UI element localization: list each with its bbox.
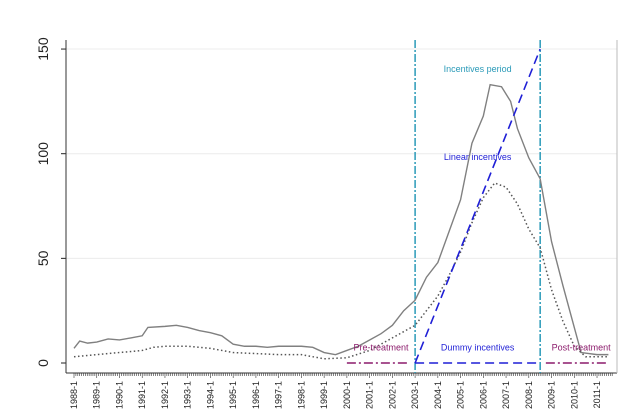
x-tick-label: 1999-1 xyxy=(319,381,329,409)
x-tick-label: 1994-1 xyxy=(205,381,215,409)
annotation-label: Pre-treatment xyxy=(353,342,409,352)
x-tick-label: 2010-1 xyxy=(569,381,579,409)
x-tick-label: 1993-1 xyxy=(183,381,193,409)
x-tick-label: 1997-1 xyxy=(274,381,284,409)
x-tick-label: 1989-1 xyxy=(92,381,102,409)
x-tick-label: 1988-1 xyxy=(69,381,79,409)
x-tick-label: 1991-1 xyxy=(137,381,147,409)
y-tick-label: 150 xyxy=(35,37,51,61)
x-tick-label: 2011-1 xyxy=(592,381,602,408)
x-tick-label: 2001-1 xyxy=(365,381,375,409)
x-tick-label: 2002-1 xyxy=(387,381,397,409)
annotation-label: Dummy incentives xyxy=(441,342,515,352)
x-tick-label: 1990-1 xyxy=(114,381,124,409)
y-tick-label: 100 xyxy=(35,142,51,166)
annotation-label: Linear incentives xyxy=(444,152,512,162)
annotation-label: Post-treatment xyxy=(552,342,612,352)
x-tick-label: 2006-1 xyxy=(478,381,488,409)
x-tick-label: 2009-1 xyxy=(547,381,557,409)
x-tick-label: 1996-1 xyxy=(251,381,261,409)
series-line-linear-incentives xyxy=(414,48,541,364)
annotation-label: Incentives period xyxy=(444,64,512,74)
y-tick-label: 0 xyxy=(35,359,51,367)
x-tick-label: 2000-1 xyxy=(342,381,352,409)
x-tick-label: 2004-1 xyxy=(433,381,443,409)
y-tick-label: 50 xyxy=(35,250,51,266)
x-tick-label: 1998-1 xyxy=(296,381,306,409)
x-tick-label: 2005-1 xyxy=(456,381,466,409)
x-tick-label: 2003-1 xyxy=(410,381,420,409)
series-line-series-solid- xyxy=(73,83,609,356)
series-line-series-dotted- xyxy=(73,182,609,360)
x-tick-label: 1992-1 xyxy=(160,381,170,409)
x-tick-label: 2007-1 xyxy=(501,381,511,409)
x-tick-label: 1995-1 xyxy=(228,381,238,409)
x-tick-label: 2008-1 xyxy=(524,381,534,409)
